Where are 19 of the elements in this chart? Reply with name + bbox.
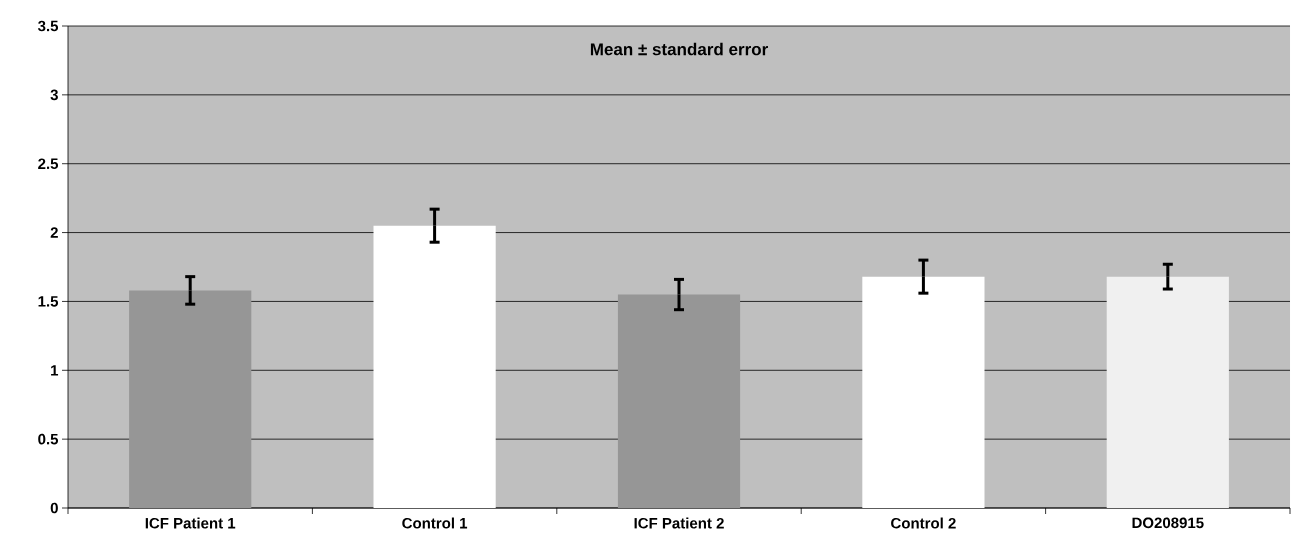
bar <box>373 225 496 508</box>
x-tick-label: DO208915 <box>1132 517 1204 529</box>
y-tick-label: 0 <box>50 502 58 514</box>
y-tick-label: 0.5 <box>38 433 59 445</box>
x-tick-label: Control 1 <box>402 517 468 529</box>
y-tick-label: 2 <box>50 227 58 238</box>
x-tick-label: ICF Patient 1 <box>145 517 236 529</box>
y-tick-label: 3.5 <box>37 20 59 32</box>
y-tick-label: 2.5 <box>38 158 59 170</box>
bar <box>862 276 985 508</box>
x-tick-label: Control 2 <box>891 517 956 529</box>
bar <box>1106 276 1229 508</box>
x-tick-label: ICF Patient 2 <box>634 517 724 529</box>
bar <box>617 294 741 508</box>
y-tick-label: 1 <box>51 365 59 376</box>
y-tick-label: 1.5 <box>38 296 59 307</box>
bar <box>129 290 252 508</box>
text: Mean ± standard error <box>590 42 768 56</box>
y-tick-label: 3 <box>50 89 58 101</box>
